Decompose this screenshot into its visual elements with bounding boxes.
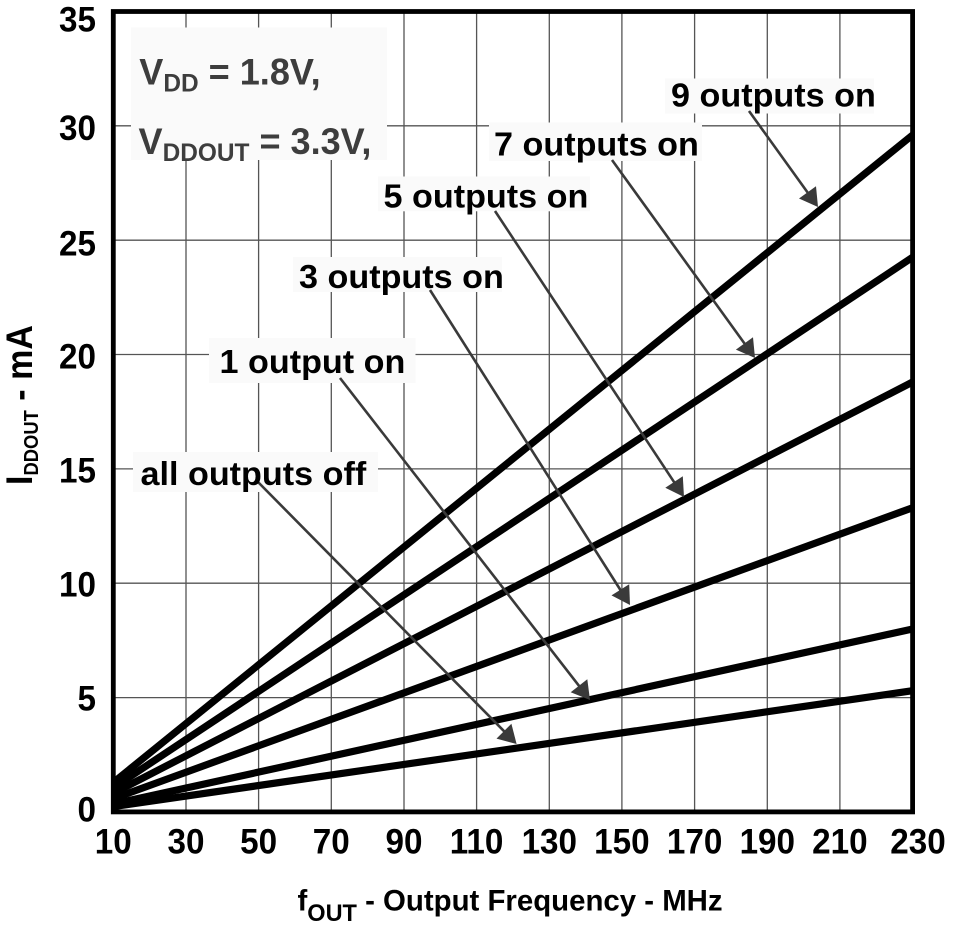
- svg-text:210: 210: [812, 823, 867, 862]
- svg-text:3 outputs on: 3 outputs on: [299, 259, 504, 295]
- svg-text:5 outputs on: 5 outputs on: [384, 179, 589, 215]
- svg-text:30: 30: [168, 823, 205, 862]
- svg-text:35: 35: [59, 1, 96, 40]
- svg-text:30: 30: [59, 109, 96, 148]
- svg-text:10: 10: [95, 823, 132, 862]
- svg-text:170: 170: [667, 823, 722, 862]
- svg-text:25: 25: [59, 225, 96, 264]
- svg-text:190: 190: [740, 823, 795, 862]
- svg-text:70: 70: [313, 823, 350, 862]
- svg-text:VDD = 1.8V,: VDD = 1.8V,: [139, 51, 320, 98]
- svg-text:20: 20: [59, 338, 96, 377]
- svg-text:1 output on: 1 output on: [220, 345, 406, 381]
- svg-text:50: 50: [240, 823, 277, 862]
- svg-text:all outputs off: all outputs off: [141, 457, 368, 493]
- svg-text:10: 10: [59, 566, 96, 605]
- svg-text:230: 230: [890, 823, 945, 862]
- svg-text:150: 150: [594, 823, 649, 862]
- svg-text:90: 90: [386, 823, 423, 862]
- svg-text:0: 0: [78, 791, 96, 830]
- svg-text:130: 130: [522, 823, 577, 862]
- svg-text:15: 15: [59, 452, 96, 491]
- svg-text:7 outputs on: 7 outputs on: [494, 127, 699, 163]
- svg-text:110: 110: [450, 823, 504, 862]
- svg-text:5: 5: [78, 680, 97, 719]
- svg-text:9 outputs on: 9 outputs on: [671, 78, 876, 114]
